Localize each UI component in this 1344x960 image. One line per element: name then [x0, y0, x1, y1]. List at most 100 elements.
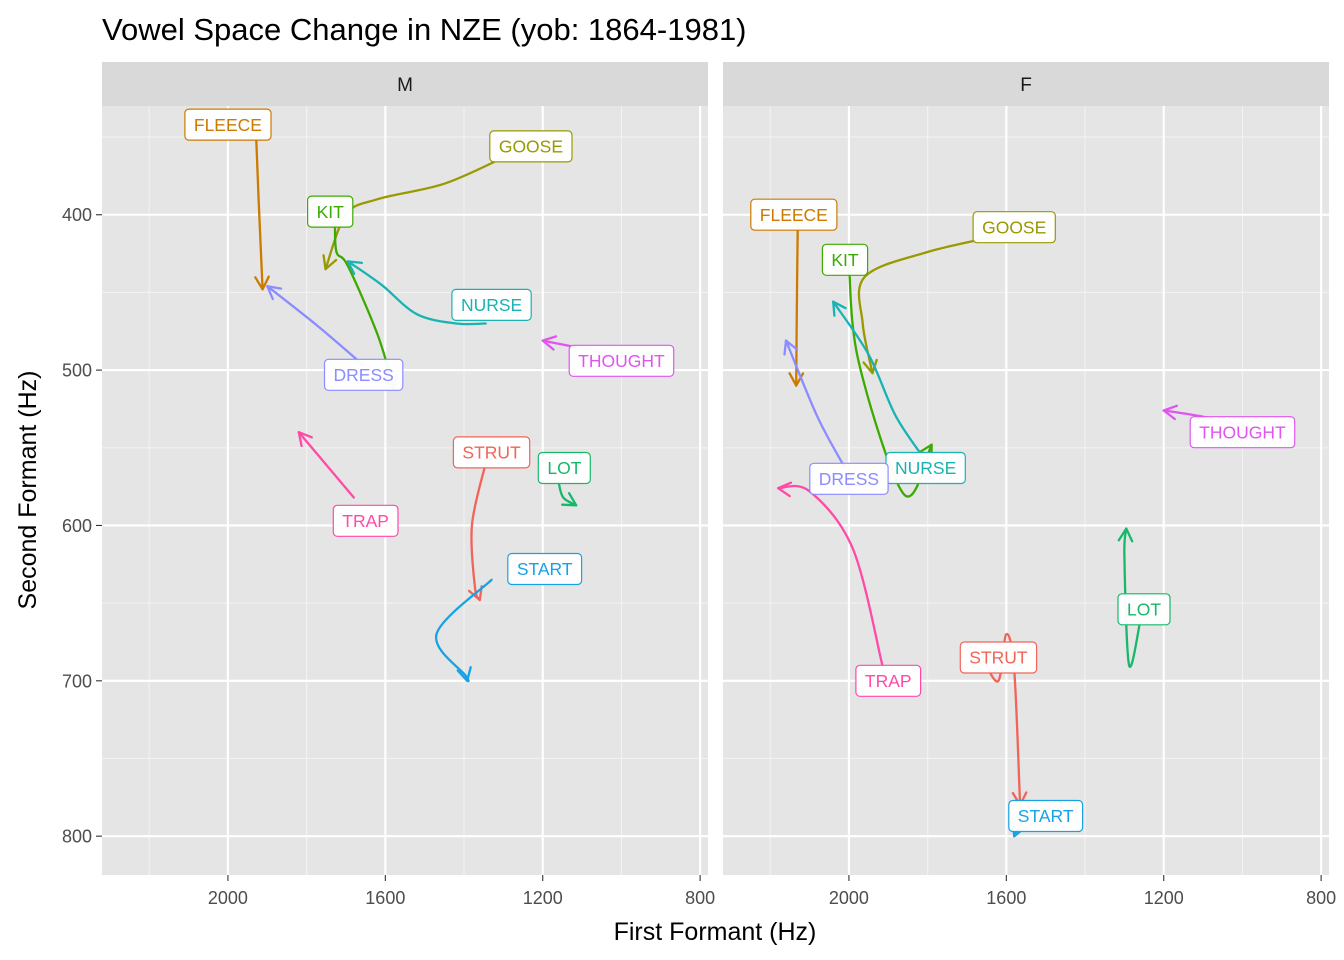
vowel-label-lot: LOT	[537, 451, 591, 485]
arrowhead-dress	[266, 285, 283, 301]
vowel-label-text: STRUT	[969, 648, 1028, 668]
facet-panel-m: M 2000 1600 1200 800 400 500 600 700 800 FLEECE GOO…	[62, 62, 715, 908]
vowel-label-thought: THOUGHT	[568, 344, 675, 377]
vowel-label-kit: KIT	[307, 195, 354, 228]
vowel-label-text: FLEECE	[194, 115, 262, 135]
vowel-label-text: DRESS	[334, 365, 394, 385]
vowel-label-text: THOUGHT	[1199, 422, 1286, 442]
vowel-label-fleece: FLEECE	[750, 198, 838, 231]
arrowhead-thought	[541, 335, 558, 351]
vowel-label-nurse: NURSE	[885, 451, 966, 485]
vowel-label-text: LOT	[1127, 600, 1161, 620]
x-tick-label: 1200	[1144, 888, 1184, 908]
vowel-label-start: START	[507, 552, 583, 586]
trajectory-trap	[776, 484, 884, 667]
vowel-label-text: GOOSE	[982, 217, 1046, 237]
vowel-label-nurse: NURSE	[451, 288, 532, 321]
arrowhead-start	[456, 666, 472, 682]
vowel-label-start: START	[1008, 799, 1084, 833]
vowel-label-fleece: FLEECE	[184, 108, 272, 141]
y-tick-label: 400	[62, 205, 92, 225]
vowel-label-box	[1008, 799, 1084, 833]
vowel-label-box	[972, 211, 1056, 244]
vowel-label-text: KIT	[317, 202, 345, 222]
x-tick-label: 2000	[829, 888, 869, 908]
vowel-label-goose: GOOSE	[489, 130, 573, 163]
label-layer: FLEECE GOOSE KIT NURSE DRESS THOUGHT TRAP STRUT…	[184, 108, 675, 586]
vowel-label-lot: LOT	[1117, 593, 1171, 626]
arrowhead-trap	[776, 481, 793, 498]
vowel-label-text: NURSE	[895, 458, 956, 478]
vowel-label-text: FLEECE	[760, 205, 828, 225]
trajectory-fleece	[255, 139, 264, 291]
vowel-label-box	[1117, 593, 1171, 626]
vowel-label-strut: STRUT	[959, 641, 1038, 674]
x-tick-label: 1600	[986, 888, 1026, 908]
arrowhead-strut	[467, 585, 483, 602]
vowel-label-box	[537, 451, 591, 485]
vowel-label-text: TRAP	[865, 671, 912, 691]
trajectory-goose	[857, 232, 1012, 375]
series-layer	[776, 221, 1244, 838]
vowel-label-trap: TRAP	[855, 664, 922, 697]
vowel-label-trap: TRAP	[332, 504, 399, 537]
facet-panel-f: F 2000 1600 1200 800 FLEECE GOOSE KIT NURSE DRESS…	[723, 62, 1336, 908]
y-tick-label: 600	[62, 516, 92, 536]
vowel-label-text: START	[1018, 806, 1074, 826]
arrowhead-nurse	[832, 300, 847, 317]
vowel-label-strut: STRUT	[452, 436, 531, 469]
vowel-label-box	[507, 552, 583, 586]
vowel-label-goose: GOOSE	[972, 211, 1056, 244]
arrowhead-dress	[783, 339, 799, 356]
vowel-label-text: STRUT	[462, 443, 521, 463]
x-tick-label: 2000	[208, 888, 248, 908]
trajectory-strut	[983, 632, 1022, 807]
x-tick-label: 800	[685, 888, 715, 908]
vowel-label-box	[959, 641, 1038, 674]
vowel-label-text: NURSE	[461, 295, 522, 315]
arrowhead-lot	[1117, 527, 1134, 543]
vowel-label-text: TRAP	[342, 511, 389, 531]
vowel-label-text: THOUGHT	[578, 351, 665, 371]
x-tick-label: 1600	[365, 888, 405, 908]
x-axis-title: First Formant (Hz)	[614, 918, 817, 946]
vowel-label-box	[332, 504, 399, 537]
trajectory-kit	[333, 221, 396, 390]
y-axis-title: Second Formant (Hz)	[14, 371, 42, 610]
arrowhead-goose	[322, 254, 338, 271]
vowel-label-box	[750, 198, 838, 231]
vowel-label-dress: DRESS	[809, 462, 889, 495]
label-layer: FLEECE GOOSE KIT NURSE DRESS THOUGHT TRAP STRUT…	[750, 198, 1296, 833]
arrowhead-goose	[862, 358, 878, 375]
trajectory-lot	[557, 480, 578, 507]
vowel-label-box	[809, 462, 889, 495]
vowel-label-text: START	[517, 559, 573, 579]
vowel-label-text: GOOSE	[499, 137, 563, 157]
facet-strip	[723, 62, 1329, 106]
vowel-label-box	[1189, 416, 1296, 449]
vowel-label-text: DRESS	[819, 469, 879, 489]
vowel-label-thought: THOUGHT	[1189, 416, 1296, 449]
facet-strip	[102, 62, 708, 106]
trajectory-nurse	[346, 260, 487, 326]
trajectory-trap	[297, 431, 355, 499]
vowel-label-box	[307, 195, 354, 228]
vowel-label-text: KIT	[831, 250, 859, 270]
y-tick-label: 700	[62, 671, 92, 691]
vowel-label-text: LOT	[547, 458, 581, 478]
trajectory-dress	[266, 285, 365, 367]
series-layer	[254, 139, 623, 683]
vowel-label-box	[451, 288, 532, 321]
arrowhead-nurse	[346, 260, 364, 276]
panels-layer: M 2000 1600 1200 800 400 500 600 700 800 FLEECE GOO…	[62, 62, 1336, 908]
arrowhead-lot	[561, 492, 578, 507]
arrowhead-thought	[1162, 404, 1179, 421]
trajectory-dress	[784, 339, 847, 470]
arrowhead-trap	[297, 431, 313, 448]
vowel-label-box	[452, 436, 531, 469]
y-tick-label: 500	[62, 361, 92, 381]
arrowhead-fleece	[254, 275, 270, 291]
vowel-label-box	[821, 243, 869, 276]
chart-title: Vowel Space Change in NZE (yob: 1864-198…	[102, 12, 747, 47]
